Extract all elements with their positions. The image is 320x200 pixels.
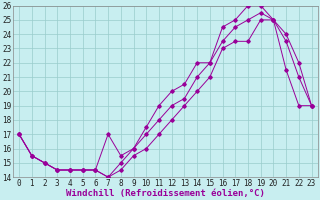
- X-axis label: Windchill (Refroidissement éolien,°C): Windchill (Refroidissement éolien,°C): [66, 189, 265, 198]
